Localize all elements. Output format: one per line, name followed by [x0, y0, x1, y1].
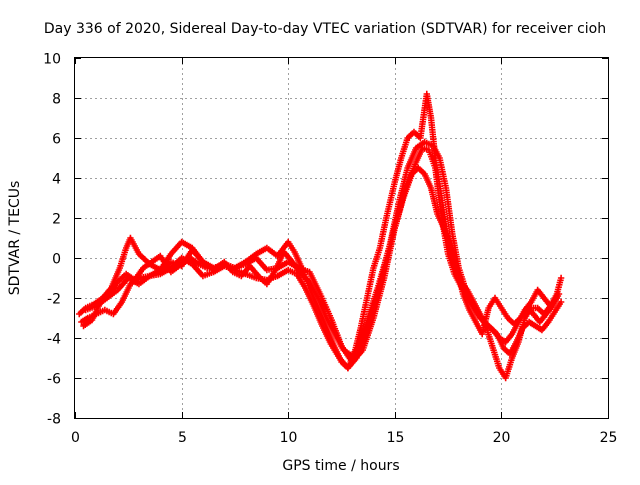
y-tick-label: 10: [43, 52, 61, 68]
y-tick-label: 0: [52, 252, 61, 268]
data-point: [555, 290, 563, 298]
data-point: [557, 298, 565, 306]
x-axis-label: GPS time / hours: [282, 458, 399, 474]
chart-title: Day 336 of 2020, Sidereal Day-to-day VTE…: [44, 21, 606, 37]
y-tick-label: -4: [47, 332, 61, 348]
y-tick-label: 4: [52, 172, 61, 188]
y-tick-label: -6: [47, 372, 61, 388]
data-points: [76, 90, 565, 382]
grid: [75, 58, 608, 418]
x-tick-label: 25: [600, 430, 618, 446]
y-tick-label: 6: [52, 132, 61, 148]
data-point: [557, 274, 565, 282]
y-tick-label: 8: [52, 92, 61, 108]
data-point: [553, 294, 561, 302]
x-tick-label: 20: [493, 430, 511, 446]
x-tick-label: 15: [387, 430, 405, 446]
y-tick-label: 2: [52, 212, 61, 228]
plot-frame: [74, 57, 609, 419]
x-tick-label: 5: [178, 430, 187, 446]
y-axis-label: SDTVAR / TECUs: [7, 181, 23, 296]
y-tick-label: -8: [47, 412, 61, 428]
x-tick-label: 0: [71, 430, 80, 446]
x-tick-label: 10: [280, 430, 298, 446]
y-tick-label: -2: [47, 292, 61, 308]
